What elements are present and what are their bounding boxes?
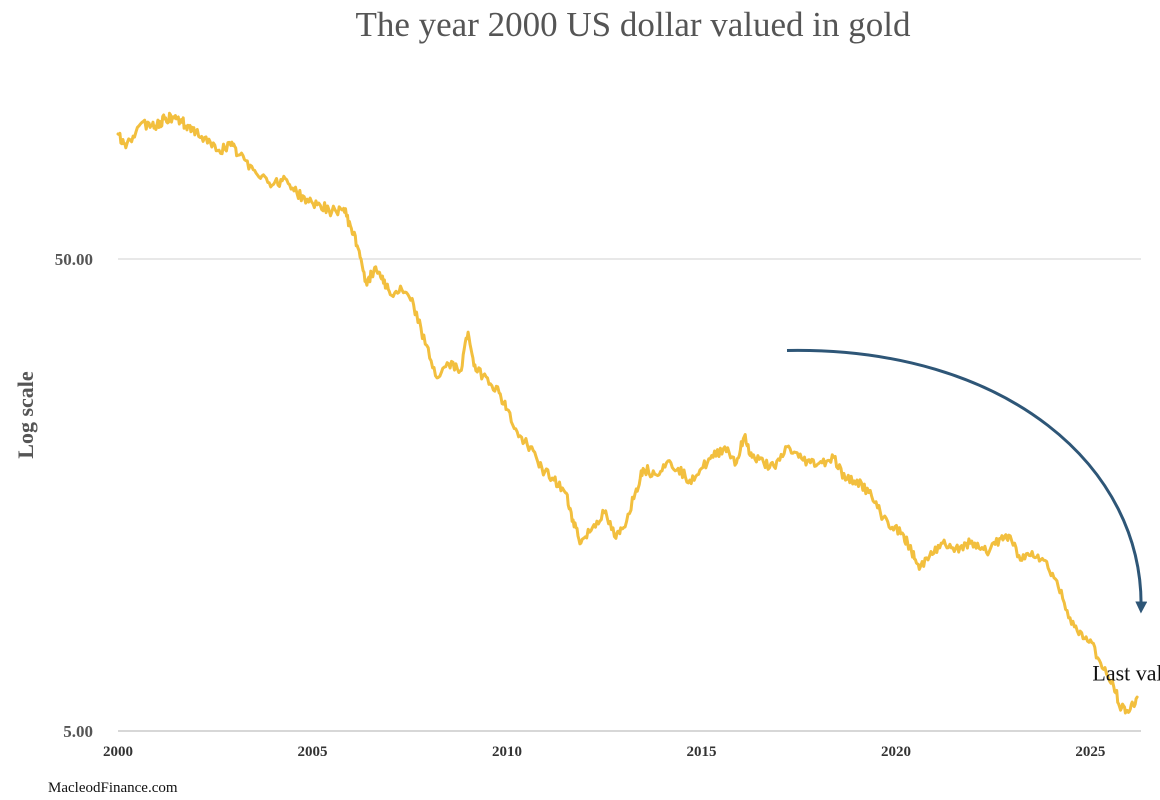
x-tick-label-0: 2000	[103, 744, 133, 760]
annotations: Last value 5.9 cents	[786, 348, 1160, 685]
trend-arrow	[786, 348, 1148, 614]
x-tick-label-2: 2010	[492, 744, 522, 760]
x-tick-label-3: 2015	[686, 744, 716, 760]
series-line-0	[116, 111, 1139, 715]
y-axis-label: Log scale	[13, 371, 38, 459]
source-credit: MacleodFinance.com	[48, 780, 178, 796]
y-tick-labels: 50.00 5.00	[55, 250, 93, 741]
series-group	[116, 111, 1139, 715]
chart-title: The year 2000 US dollar valued in gold	[355, 5, 911, 44]
y-tick-label-1: 5.00	[63, 722, 93, 741]
x-tick-label-4: 2020	[881, 744, 911, 760]
x-tick-labels: 2000 2005 2010 2015 2020 2025	[103, 744, 1105, 760]
annotation-label: Last value 5.9 cents	[1092, 660, 1160, 685]
y-tick-label-0: 50.00	[55, 250, 93, 269]
x-tick-label-1: 2005	[297, 744, 327, 760]
x-tick-label-5: 2025	[1075, 744, 1105, 760]
